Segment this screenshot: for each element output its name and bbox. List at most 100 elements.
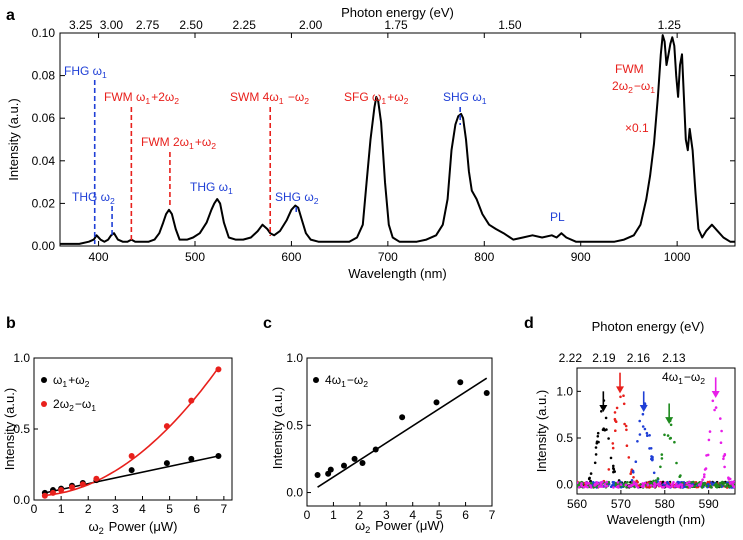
data-point-w1-w2 <box>188 455 195 462</box>
data-point-magenta <box>650 484 653 487</box>
data-point-red <box>615 406 619 410</box>
data-point-2w2-w1 <box>188 397 195 404</box>
y-tick-label: 1.0 <box>286 351 303 365</box>
data-point-magenta <box>702 475 706 479</box>
top-tick-label: 2.13 <box>662 351 686 365</box>
data-point-green <box>669 423 673 427</box>
data-point-magenta <box>663 481 667 485</box>
data-point-magenta <box>732 485 735 489</box>
data-point-red <box>622 402 626 406</box>
peak-arrowhead-red <box>616 386 625 394</box>
peak-arrowhead-black <box>599 405 608 412</box>
x-tick-label: 600 <box>281 250 301 264</box>
top-tick-label: 2.16 <box>627 351 651 365</box>
data-point-magenta <box>703 468 707 471</box>
panel-d-points <box>577 394 735 489</box>
x-tick-label: 400 <box>89 250 109 264</box>
data-point-magenta <box>646 483 650 486</box>
data-point-black <box>601 428 605 432</box>
y-axis-label: Intensity (a.u.) <box>270 387 285 469</box>
data-point-black <box>587 477 591 481</box>
data-point-w1-w2 <box>163 460 170 467</box>
data-point-red <box>629 472 632 476</box>
annotation-shg-w1: SHG ω1 <box>443 90 488 106</box>
data-point-green <box>669 436 672 440</box>
data-point-blue <box>677 480 680 484</box>
data-point-magenta <box>586 485 589 489</box>
data-point-blue <box>638 419 641 423</box>
data-point-4w1-w2 <box>314 472 321 479</box>
data-point-magenta <box>680 485 684 489</box>
data-point-magenta <box>706 453 710 457</box>
data-point-blue <box>646 434 649 438</box>
y-tick-label: 0.5 <box>13 422 30 436</box>
data-point-magenta <box>658 481 662 485</box>
top-tick-label: 1.50 <box>498 18 522 32</box>
data-point-red <box>625 428 628 432</box>
data-point-red <box>624 424 628 428</box>
data-point-blue <box>645 431 649 435</box>
x-axis-label: Wavelength (nm) <box>607 512 706 527</box>
data-point-magenta <box>719 417 722 420</box>
annotation-fwm-2w2-w1: 2ω2 −ω1 <box>612 79 656 95</box>
data-point-black <box>589 472 593 475</box>
top-tick-label: 1.25 <box>658 18 682 32</box>
data-point-green <box>685 485 689 489</box>
data-point-blue <box>661 483 665 486</box>
data-point-magenta <box>727 476 730 480</box>
x-tick-label: 1 <box>58 502 65 516</box>
data-point-magenta <box>616 481 620 484</box>
data-point-black <box>594 446 598 449</box>
x-tick-label: 800 <box>474 250 494 264</box>
data-point-4w1-w2 <box>341 462 347 469</box>
fit-curve-2w2-w1 <box>44 367 220 497</box>
data-point-magenta <box>707 438 711 442</box>
data-point-green <box>622 485 625 488</box>
data-point-magenta <box>636 486 640 489</box>
data-point-blue <box>641 412 645 416</box>
data-point-magenta <box>580 482 583 485</box>
data-point-black <box>612 466 615 470</box>
annotation-scale-factor: ×0.1 <box>625 121 649 135</box>
data-point-magenta <box>719 441 723 445</box>
y-tick-label: 0.04 <box>32 154 56 168</box>
x-tick-label: 3 <box>112 502 119 516</box>
legend-marker-4w1-w2 <box>313 377 319 383</box>
data-point-black <box>609 456 613 460</box>
data-point-black <box>612 464 615 468</box>
data-point-2w2-w1 <box>128 452 135 459</box>
data-point-magenta <box>627 484 631 488</box>
y-tick-label: 0.0 <box>13 493 30 507</box>
data-point-red <box>623 422 626 426</box>
data-point-magenta <box>714 406 718 409</box>
x-tick-label: 500 <box>185 250 205 264</box>
top-tick-label: 2.75 <box>136 18 160 32</box>
data-point-magenta <box>589 484 592 487</box>
fit-line-4w1-w2 <box>317 377 488 488</box>
peak-arrowhead-green <box>665 417 674 425</box>
data-point-blue <box>638 433 642 436</box>
data-point-red <box>622 394 625 398</box>
legend-label-w1-w2: ω1 +ω2 <box>53 373 90 389</box>
x-tick-label: 0 <box>31 502 38 516</box>
y-axis-label: Intensity (a.u.) <box>534 390 549 472</box>
data-point-black <box>594 453 598 456</box>
data-point-magenta <box>711 399 715 403</box>
x-tick-label: 7 <box>221 502 228 516</box>
annotation-swm: SWM 4ω1 −ω2 <box>230 90 310 106</box>
y-tick-label: 0.0 <box>556 478 573 492</box>
top-tick-label: 2.50 <box>179 18 203 32</box>
data-point-blue <box>652 471 656 475</box>
data-point-magenta <box>703 473 706 476</box>
data-point-green <box>666 434 670 437</box>
data-point-green <box>673 440 676 444</box>
annotation-fwm-w1-2w2: FWM ω1 +2ω2 <box>104 90 180 106</box>
annotation-fwm-2w1-w2: FWM 2ω1 +ω2 <box>141 135 217 151</box>
top-axis-label: Photon energy (eV) <box>341 5 454 20</box>
data-point-magenta <box>577 481 579 485</box>
data-point-blue <box>707 482 710 486</box>
top-axis-label: Photon energy (eV) <box>592 319 705 334</box>
data-point-magenta <box>701 478 704 482</box>
data-point-4w1-w2 <box>372 446 379 453</box>
data-point-magenta <box>672 481 675 484</box>
